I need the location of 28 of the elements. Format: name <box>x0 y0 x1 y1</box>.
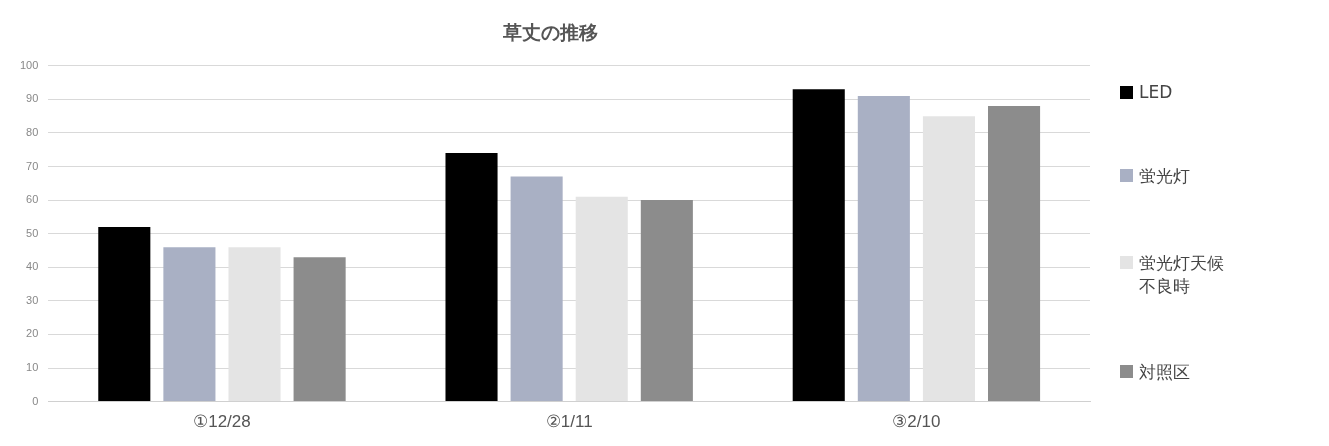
y-tick-label: 0 <box>32 394 39 407</box>
y-tick-label: 30 <box>26 293 39 306</box>
y-tick-label: 60 <box>26 193 39 206</box>
x-tick-label: ③2/10 <box>892 412 941 432</box>
legend-label: 対照区 <box>1139 361 1190 385</box>
bar <box>163 247 216 402</box>
legend-label: 蛍光灯 <box>1139 165 1190 189</box>
bar <box>792 89 845 402</box>
y-tick-label: 90 <box>26 92 39 105</box>
y-tick-label: 10 <box>26 361 39 374</box>
bar <box>510 176 563 402</box>
y-tick-label: 50 <box>26 226 39 239</box>
y-tick-label: 70 <box>26 159 39 172</box>
bar <box>857 96 910 402</box>
y-tick-label: 100 <box>19 58 39 71</box>
bar <box>293 257 346 402</box>
x-tick-label: ①12/28 <box>193 412 251 432</box>
legend-label: 蛍光灯天候不良時 <box>1139 251 1225 298</box>
bar <box>988 106 1041 402</box>
x-tick-label: ②1/11 <box>545 412 593 432</box>
y-tick-label: 80 <box>26 125 39 138</box>
y-tick-label: 40 <box>26 260 39 273</box>
bar <box>98 226 151 402</box>
chart-title: 草丈の推移 <box>501 21 598 44</box>
legend-label: LED <box>1139 81 1173 102</box>
y-tick-label: 20 <box>26 327 39 340</box>
bar <box>445 153 498 402</box>
bar <box>640 200 693 402</box>
